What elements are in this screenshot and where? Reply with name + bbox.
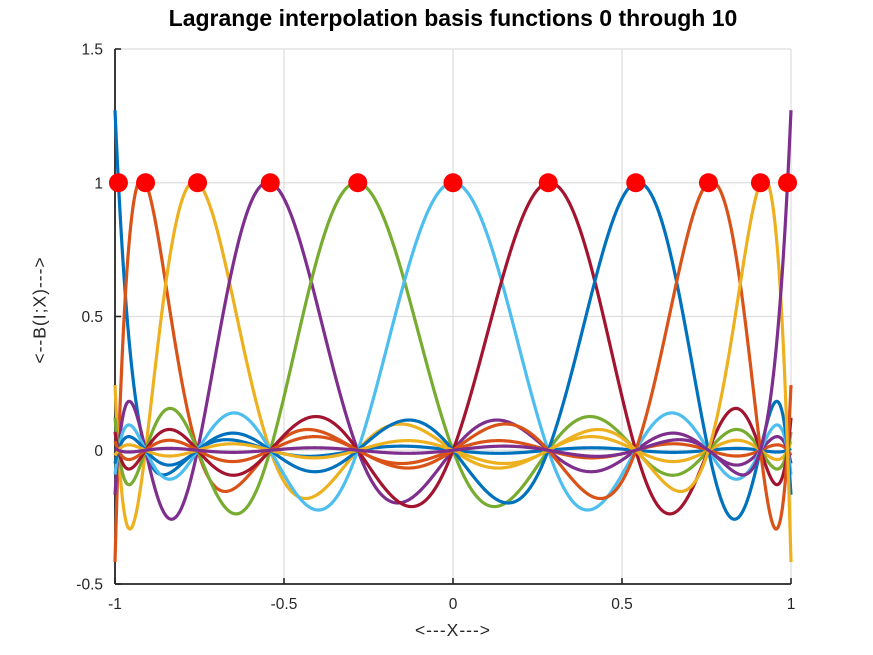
node-marker-0 (108, 173, 128, 193)
y-tick-label: 0 (94, 443, 103, 460)
node-marker-9 (750, 173, 770, 193)
x-tick-label: -0.5 (271, 596, 298, 613)
x-tick-label: 0 (449, 596, 458, 613)
node-marker-7 (626, 173, 646, 193)
x-tick-label: -1 (108, 596, 122, 613)
node-marker-5 (443, 173, 463, 193)
node-marker-3 (260, 173, 280, 193)
y-tick-label: 0.5 (81, 309, 103, 326)
x-tick-label: 1 (787, 596, 796, 613)
y-tick-label: -0.5 (76, 577, 103, 594)
node-marker-6 (538, 173, 558, 193)
x-tick-label: 0.5 (611, 596, 633, 613)
node-marker-1 (136, 173, 156, 193)
node-marker-4 (348, 173, 368, 193)
node-marker-10 (778, 173, 798, 193)
basis-curve-10 (114, 110, 793, 477)
node-marker-2 (188, 173, 208, 193)
y-tick-label: 1.5 (81, 42, 103, 59)
node-marker-8 (698, 173, 718, 193)
chart-title: Lagrange interpolation basis functions 0… (168, 5, 738, 31)
y-tick-label: 1 (94, 175, 103, 192)
x-axis-label: <---X---> (414, 620, 492, 640)
